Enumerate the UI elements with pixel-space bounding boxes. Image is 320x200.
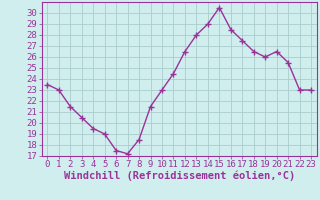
X-axis label: Windchill (Refroidissement éolien,°C): Windchill (Refroidissement éolien,°C) bbox=[64, 171, 295, 181]
